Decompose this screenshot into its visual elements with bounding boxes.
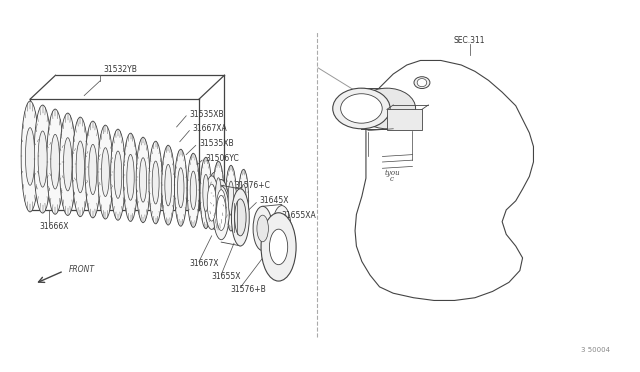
Ellipse shape bbox=[235, 199, 246, 236]
Ellipse shape bbox=[239, 169, 248, 232]
Ellipse shape bbox=[228, 181, 234, 215]
Ellipse shape bbox=[213, 186, 229, 240]
Ellipse shape bbox=[63, 138, 72, 191]
Text: 31655X: 31655X bbox=[212, 272, 241, 281]
Ellipse shape bbox=[207, 172, 223, 230]
Ellipse shape bbox=[216, 195, 226, 231]
Ellipse shape bbox=[127, 154, 134, 200]
Ellipse shape bbox=[98, 125, 113, 219]
Ellipse shape bbox=[203, 174, 209, 211]
Ellipse shape bbox=[200, 157, 212, 228]
Text: FRONT: FRONT bbox=[68, 264, 94, 273]
Ellipse shape bbox=[253, 206, 272, 251]
Ellipse shape bbox=[205, 176, 219, 230]
Text: 31535XB: 31535XB bbox=[189, 109, 224, 119]
Ellipse shape bbox=[188, 153, 199, 227]
Text: 31576+C: 31576+C bbox=[234, 182, 270, 190]
Ellipse shape bbox=[273, 206, 291, 248]
Ellipse shape bbox=[140, 158, 147, 202]
Ellipse shape bbox=[340, 94, 382, 123]
Ellipse shape bbox=[165, 164, 172, 206]
Ellipse shape bbox=[261, 213, 296, 281]
Ellipse shape bbox=[60, 113, 76, 215]
Ellipse shape bbox=[190, 171, 196, 209]
Ellipse shape bbox=[21, 101, 39, 212]
Ellipse shape bbox=[216, 178, 221, 214]
Ellipse shape bbox=[34, 105, 51, 213]
Ellipse shape bbox=[207, 184, 216, 221]
Ellipse shape bbox=[177, 168, 184, 208]
Ellipse shape bbox=[124, 133, 138, 221]
Text: SEC.311: SEC.311 bbox=[454, 36, 485, 45]
Ellipse shape bbox=[38, 131, 47, 187]
Text: 31667X: 31667X bbox=[189, 259, 219, 268]
Ellipse shape bbox=[152, 161, 159, 204]
Text: 31576+B: 31576+B bbox=[231, 285, 266, 294]
Ellipse shape bbox=[136, 137, 150, 222]
Ellipse shape bbox=[358, 88, 415, 129]
Ellipse shape bbox=[269, 229, 288, 265]
Ellipse shape bbox=[241, 185, 246, 217]
Ellipse shape bbox=[175, 149, 187, 226]
Ellipse shape bbox=[257, 215, 268, 242]
Ellipse shape bbox=[232, 189, 249, 246]
Ellipse shape bbox=[226, 166, 236, 231]
Ellipse shape bbox=[265, 221, 292, 273]
Ellipse shape bbox=[417, 78, 427, 87]
Text: c: c bbox=[390, 175, 394, 183]
Ellipse shape bbox=[114, 151, 122, 198]
Text: tyou: tyou bbox=[384, 169, 400, 177]
Ellipse shape bbox=[213, 161, 224, 230]
Ellipse shape bbox=[216, 190, 226, 227]
Ellipse shape bbox=[414, 77, 430, 89]
Ellipse shape bbox=[213, 180, 229, 237]
Ellipse shape bbox=[47, 109, 63, 214]
Text: 31645X: 31645X bbox=[259, 196, 289, 205]
Text: 31655XA: 31655XA bbox=[282, 211, 317, 220]
Ellipse shape bbox=[76, 141, 84, 193]
Text: 31667XA: 31667XA bbox=[193, 124, 227, 133]
Ellipse shape bbox=[85, 121, 100, 218]
Ellipse shape bbox=[149, 141, 163, 224]
Ellipse shape bbox=[51, 134, 60, 189]
Text: 31666X: 31666X bbox=[40, 222, 69, 231]
Text: 3 50004: 3 50004 bbox=[581, 347, 611, 353]
Text: 31532YB: 31532YB bbox=[103, 65, 137, 74]
Ellipse shape bbox=[26, 128, 35, 185]
Bar bbox=[387, 109, 422, 130]
Ellipse shape bbox=[102, 148, 109, 196]
Text: 31506YC: 31506YC bbox=[205, 154, 239, 163]
Ellipse shape bbox=[89, 144, 97, 195]
Ellipse shape bbox=[162, 145, 175, 225]
Ellipse shape bbox=[72, 117, 88, 217]
Ellipse shape bbox=[333, 88, 390, 129]
Text: 31535XB: 31535XB bbox=[199, 139, 234, 148]
Ellipse shape bbox=[111, 129, 125, 220]
